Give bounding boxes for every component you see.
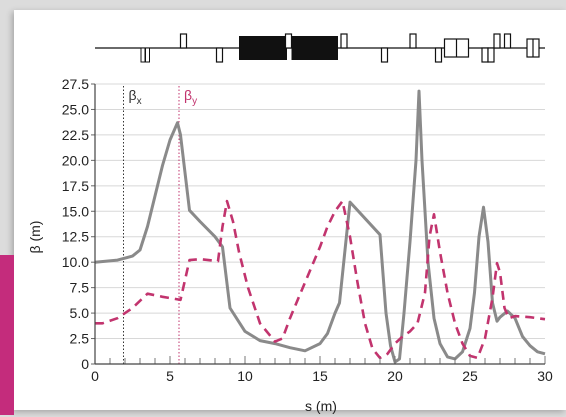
magnet-lattice-diagram — [95, 33, 545, 63]
y-tick-label: 27.5 — [62, 76, 89, 92]
x-axis-title: s (m) — [305, 398, 337, 414]
y-tick-label: 20.0 — [62, 152, 89, 168]
quadrupole-element — [284, 33, 293, 49]
x-tick-label: 30 — [537, 368, 553, 384]
quadrupole-element — [503, 33, 512, 49]
x-tick-label: 10 — [237, 368, 253, 384]
corrector-element — [145, 47, 150, 63]
quadrupole-element — [487, 47, 495, 63]
x-tick-label: 15 — [312, 368, 328, 384]
x-tick-label: 25 — [462, 368, 478, 384]
accent-bar — [0, 255, 14, 415]
dipole-element — [291, 36, 338, 60]
figure-panel — [14, 10, 566, 410]
axes: 0 2.5 5.0 7.5 10.0 12.5 15.0 17.5 20.0 22.5 25.0 27… — [62, 76, 553, 384]
quadrupole-element — [179, 33, 188, 49]
series-markers: βx βy — [123, 86, 197, 364]
y-tick-label: 5.0 — [70, 305, 90, 321]
annotation-label-beta_y: βy — [184, 87, 197, 107]
y-tick-label: 7.5 — [70, 280, 90, 296]
plot-series — [94, 89, 546, 364]
y-tick-label: 12.5 — [62, 229, 89, 245]
y-tick-label: 17.5 — [62, 178, 89, 194]
grid-lines — [95, 83, 545, 340]
y-tick-label: 15.0 — [62, 203, 89, 219]
series-line-beta_y — [95, 199, 546, 360]
quadrupole-element — [434, 47, 443, 63]
y-tick-label: 22.5 — [62, 127, 89, 143]
quadrupole-element — [340, 33, 348, 49]
quadrupole-element — [380, 47, 389, 63]
x-tick-label: 20 — [387, 368, 403, 384]
quadrupole-element — [493, 33, 501, 49]
y-tick-label: 25.0 — [62, 101, 89, 117]
series-line-beta_x — [94, 89, 546, 364]
x-tick-label: 5 — [166, 368, 174, 384]
quadrupole-element — [481, 47, 489, 63]
y-tick-label: 0 — [81, 356, 89, 372]
quadrupole-element — [409, 33, 417, 49]
x-tick-label: 0 — [91, 368, 99, 384]
corrector-element — [140, 47, 146, 63]
annotation-label-beta_x: βx — [129, 87, 142, 107]
y-tick-label: 2.5 — [70, 331, 90, 347]
y-axis-title: β (m) — [27, 221, 43, 254]
y-tick-label: 10.0 — [62, 254, 89, 270]
quadrupole-element — [215, 47, 224, 63]
dipole-element — [239, 36, 287, 60]
